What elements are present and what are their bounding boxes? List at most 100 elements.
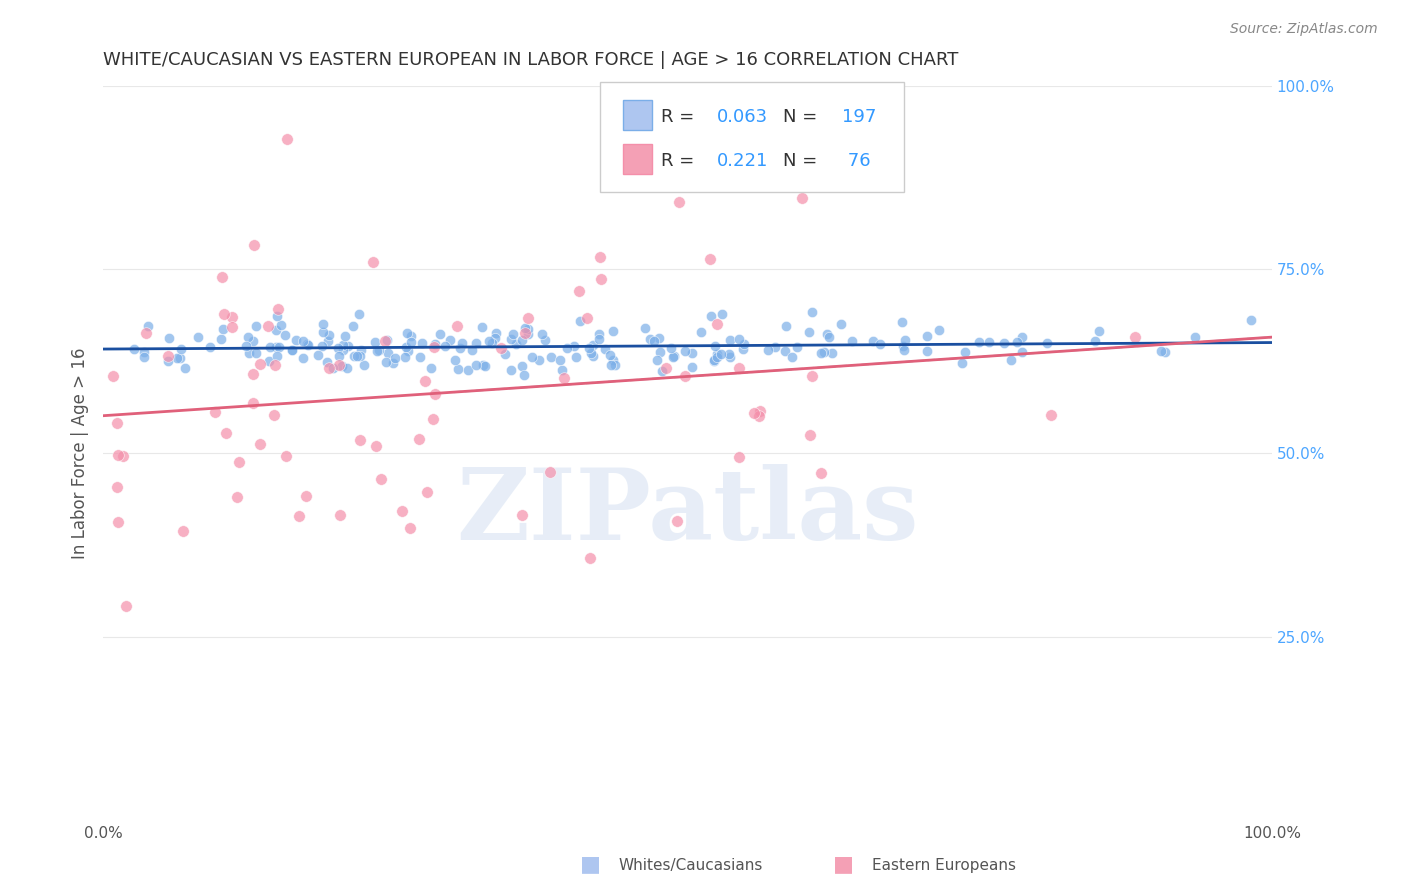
- Point: [689, 326, 711, 340]
- Point: [395, 340, 418, 354]
- Point: [460, 343, 482, 358]
- Point: [662, 350, 685, 364]
- FancyBboxPatch shape: [623, 100, 652, 129]
- Point: [748, 403, 770, 417]
- Point: [212, 306, 235, 320]
- Point: [733, 336, 755, 351]
- Point: [115, 599, 138, 614]
- Point: [582, 338, 605, 352]
- Point: [399, 329, 422, 343]
- Point: [172, 524, 194, 538]
- Point: [318, 328, 340, 343]
- Point: [700, 309, 723, 323]
- Point: [135, 326, 157, 340]
- Point: [419, 361, 441, 376]
- Point: [665, 514, 688, 528]
- Point: [350, 343, 373, 357]
- Text: N =: N =: [783, 153, 824, 170]
- Point: [349, 349, 371, 363]
- Point: [444, 353, 467, 368]
- Point: [651, 364, 673, 378]
- Point: [578, 341, 600, 355]
- Point: [136, 318, 159, 333]
- Point: [375, 333, 398, 347]
- Point: [134, 345, 156, 359]
- Point: [599, 348, 621, 362]
- Point: [243, 238, 266, 252]
- Point: [291, 334, 314, 348]
- Point: [221, 320, 243, 334]
- Point: [156, 354, 179, 368]
- Point: [515, 326, 537, 341]
- Point: [107, 515, 129, 529]
- Y-axis label: In Labor Force | Age > 16: In Labor Force | Age > 16: [72, 348, 89, 559]
- Point: [531, 326, 554, 341]
- Point: [710, 307, 733, 321]
- Point: [782, 350, 804, 364]
- Point: [198, 340, 221, 354]
- Point: [568, 285, 591, 299]
- Point: [703, 354, 725, 368]
- Point: [245, 318, 267, 333]
- Point: [361, 255, 384, 269]
- Point: [122, 342, 145, 356]
- Point: [368, 343, 391, 357]
- Point: [1036, 336, 1059, 351]
- Point: [891, 315, 914, 329]
- Point: [353, 358, 375, 372]
- Point: [717, 347, 740, 361]
- Text: 197: 197: [842, 108, 876, 126]
- Point: [311, 318, 333, 332]
- Point: [295, 337, 318, 351]
- Point: [589, 272, 612, 286]
- Point: [481, 335, 503, 350]
- Point: [101, 369, 124, 384]
- Point: [706, 347, 728, 361]
- Point: [328, 349, 350, 363]
- Point: [993, 335, 1015, 350]
- Point: [893, 333, 915, 347]
- Point: [439, 333, 461, 347]
- Point: [655, 360, 678, 375]
- Point: [242, 395, 264, 409]
- Point: [1150, 343, 1173, 358]
- Point: [270, 318, 292, 333]
- Point: [645, 352, 668, 367]
- Point: [384, 351, 406, 366]
- Point: [502, 326, 524, 341]
- Point: [538, 466, 561, 480]
- Text: Whites/Caucasians: Whites/Caucasians: [619, 858, 763, 872]
- Point: [228, 455, 250, 469]
- Point: [1184, 330, 1206, 344]
- Point: [474, 359, 496, 373]
- Point: [977, 335, 1000, 350]
- Point: [238, 346, 260, 360]
- Point: [773, 344, 796, 359]
- Point: [408, 433, 430, 447]
- Point: [862, 334, 884, 349]
- Point: [423, 340, 446, 354]
- Point: [718, 333, 741, 347]
- Point: [553, 371, 575, 385]
- Point: [603, 358, 626, 372]
- Point: [425, 387, 447, 401]
- Point: [236, 329, 259, 343]
- Point: [264, 359, 287, 373]
- Text: ■: ■: [834, 854, 853, 873]
- Point: [274, 449, 297, 463]
- Point: [568, 314, 591, 328]
- Point: [394, 350, 416, 364]
- Point: [706, 318, 728, 332]
- Point: [322, 360, 344, 375]
- Point: [259, 353, 281, 368]
- Point: [727, 360, 749, 375]
- Point: [398, 521, 420, 535]
- Point: [662, 350, 685, 364]
- Point: [170, 343, 193, 357]
- Point: [540, 350, 562, 364]
- Point: [449, 341, 471, 355]
- Point: [226, 491, 249, 505]
- Point: [499, 363, 522, 377]
- Text: N =: N =: [783, 108, 824, 126]
- Point: [551, 363, 574, 377]
